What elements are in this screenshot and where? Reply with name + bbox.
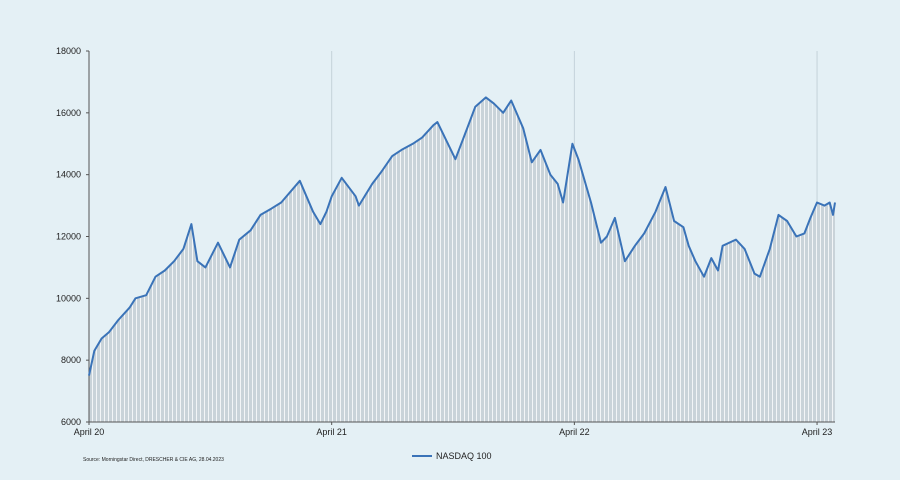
series-line-nasdaq-100 [88, 96, 836, 376]
x-tick-label-0: April 20 [74, 427, 105, 437]
y-axis-ticks: 6000 8000 10000 12000 14000 16000 18000 [56, 46, 89, 427]
y-tick-label-0: 6000 [61, 417, 81, 427]
legend: NASDAQ 100 [412, 451, 492, 461]
y-tick-label-1: 8000 [61, 355, 81, 365]
y-tick-label-3: 12000 [56, 232, 81, 242]
x-tick-label-1: April 21 [316, 427, 347, 437]
series-area-fill [89, 97, 835, 423]
y-tick-label-6: 18000 [56, 46, 81, 56]
x-axis-ticks: April 20 April 21 April 22 April 23 [74, 422, 833, 437]
legend-label-nasdaq-100: NASDAQ 100 [436, 451, 492, 461]
legend-swatch-nasdaq-100 [412, 455, 432, 457]
y-tick-label-2: 10000 [56, 293, 81, 303]
y-tick-label-5: 16000 [56, 108, 81, 118]
x-tick-label-3: April 23 [802, 427, 833, 437]
source-note: Source: Morningstar Direct, DRESCHER & C… [83, 457, 224, 463]
y-tick-label-4: 14000 [56, 170, 81, 180]
x-tick-label-2: April 22 [559, 427, 590, 437]
